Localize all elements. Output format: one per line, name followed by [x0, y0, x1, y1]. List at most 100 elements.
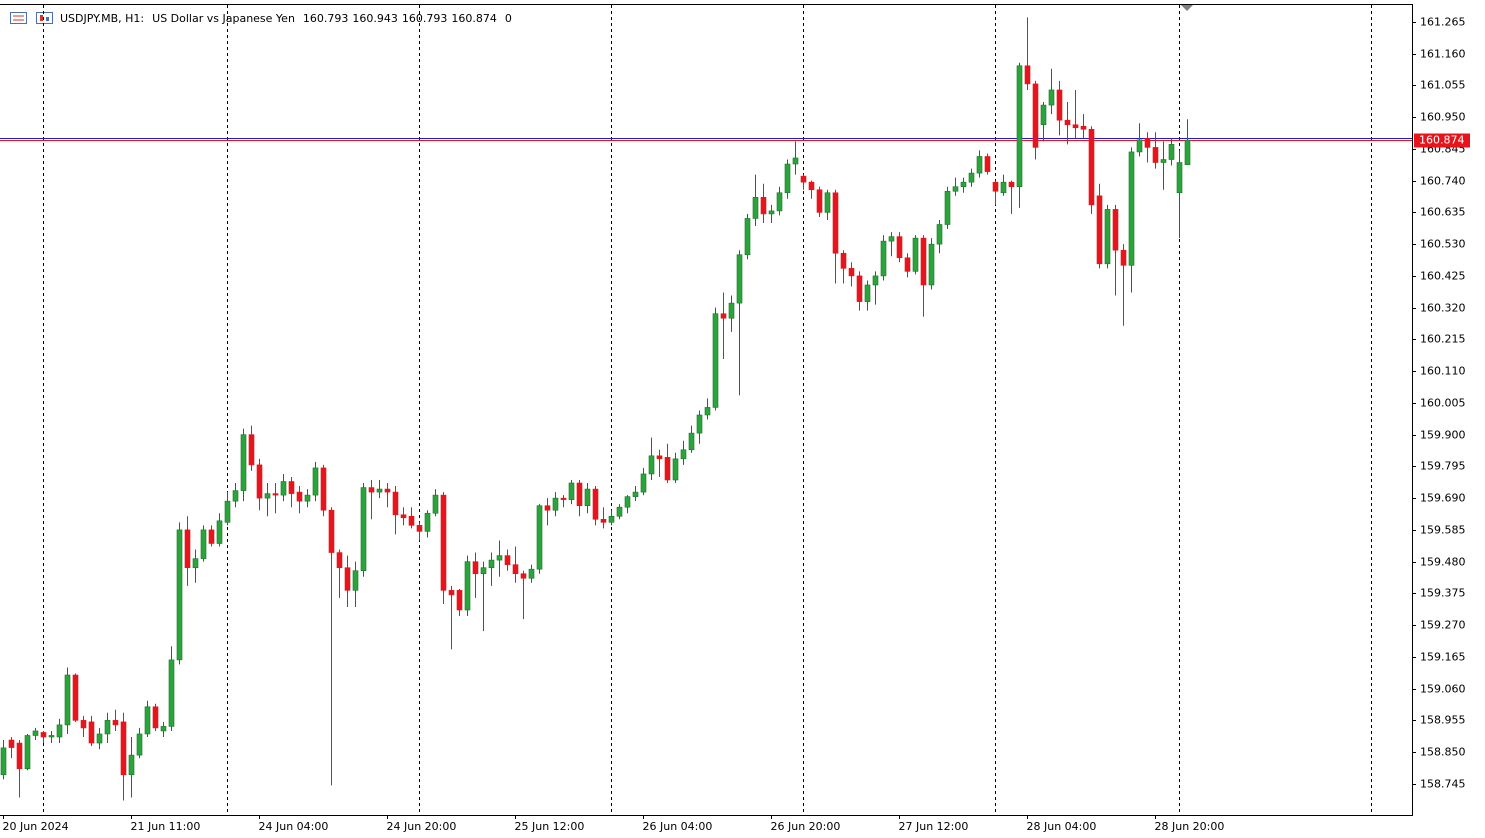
candle-body: [824, 192, 831, 213]
y-tick-label: 158.955: [1420, 714, 1466, 727]
candle-body: [1016, 65, 1023, 188]
description: US Dollar vs Japanese Yen: [152, 12, 295, 25]
candle-body: [1096, 195, 1103, 265]
candle-body: [720, 313, 727, 319]
candle-body: [464, 561, 471, 611]
candle-body: [312, 467, 319, 496]
candle-body: [920, 237, 927, 286]
candle-body: [456, 590, 463, 611]
candle-body: [408, 515, 415, 526]
candle-body: [0, 747, 7, 776]
candle-body: [1176, 162, 1183, 194]
candle-body: [1128, 151, 1135, 266]
candle-body: [160, 726, 167, 732]
candle-body: [64, 674, 71, 726]
candle-body: [224, 500, 231, 523]
candle-body: [840, 252, 847, 269]
candle-body: [600, 519, 607, 523]
candle-body: [240, 434, 247, 491]
candle-body: [872, 275, 879, 286]
candle-body: [272, 493, 279, 496]
candle-body: [360, 487, 367, 571]
candle-body: [832, 192, 839, 254]
last-high: 160.943: [352, 12, 398, 25]
candle-body: [208, 529, 215, 544]
candle-body: [1072, 124, 1079, 129]
candle-body: [736, 254, 743, 304]
candle-body: [552, 497, 559, 511]
candle-body: [528, 568, 535, 579]
candle-body: [216, 520, 223, 544]
candle-body: [1008, 181, 1015, 188]
candle-body: [704, 407, 711, 416]
volume: 0: [505, 12, 512, 25]
candle-body: [560, 497, 567, 500]
candle-body: [1088, 128, 1095, 206]
candle-body: [816, 189, 823, 213]
y-tick-label: 159.375: [1420, 587, 1466, 600]
candle-body: [1064, 119, 1071, 126]
candle-body: [256, 464, 263, 499]
candle-body: [424, 512, 431, 532]
x-tick-label: 28 Jun 20:00: [1155, 820, 1225, 833]
candle-body: [1080, 125, 1087, 130]
y-tick-label: 159.900: [1420, 429, 1466, 442]
candle-body: [136, 733, 143, 756]
candle-body: [584, 488, 591, 506]
candle-body: [672, 458, 679, 481]
candle-body: [296, 491, 303, 502]
candle-body: [952, 186, 959, 192]
candle-body: [1048, 89, 1055, 106]
candle-body: [416, 525, 423, 532]
y-tick-label: 158.850: [1420, 746, 1466, 759]
symbol-icons: [10, 12, 53, 24]
y-tick-label: 160.530: [1420, 238, 1466, 251]
candle-body: [1056, 89, 1063, 121]
y-tick-label: 161.055: [1420, 79, 1466, 92]
y-tick-label: 160.635: [1420, 206, 1466, 219]
candle-body: [328, 509, 335, 553]
candle-body: [648, 455, 655, 475]
candle-body: [536, 505, 543, 570]
y-tick-label: 160.320: [1420, 302, 1466, 315]
last-price-box: [1414, 133, 1470, 148]
candle-body: [616, 506, 623, 517]
candle-body: [1168, 144, 1175, 160]
candle-body: [192, 558, 199, 568]
candles: [0, 17, 1191, 801]
candle-body: [1000, 181, 1007, 194]
candle-body: [608, 515, 615, 523]
last-open: 160.793: [303, 12, 349, 25]
x-tick-label: 26 Jun 20:00: [771, 820, 841, 833]
candle-body: [96, 733, 103, 744]
candle-body: [960, 181, 967, 188]
candle-body: [944, 190, 951, 225]
candle-body: [928, 243, 935, 286]
icon-bar: [46, 17, 49, 21]
candle-body: [1184, 139, 1191, 165]
x-tick-label: 28 Jun 04:00: [1027, 820, 1097, 833]
candle-body: [992, 181, 999, 192]
candle-body: [520, 573, 527, 579]
candle-body: [24, 735, 31, 770]
candle-body: [32, 730, 39, 736]
candle-body: [168, 659, 175, 727]
candle-body: [800, 175, 807, 183]
candle-body: [512, 564, 519, 575]
candle-body: [1136, 139, 1143, 153]
y-tick-label: 159.690: [1420, 492, 1466, 505]
candle-body: [496, 555, 503, 561]
candle-body: [376, 488, 383, 493]
candle-body: [680, 449, 687, 460]
candle-body: [696, 414, 703, 434]
candle-body: [544, 505, 551, 511]
candle-body: [1160, 159, 1167, 163]
candle-body: [392, 491, 399, 516]
y-tick-label: 160.110: [1420, 365, 1466, 378]
y-tick-label: 159.480: [1420, 556, 1466, 569]
candle-body: [128, 754, 135, 776]
candle-body: [1040, 104, 1047, 126]
candle-body: [400, 514, 407, 519]
candle-body: [88, 721, 95, 744]
